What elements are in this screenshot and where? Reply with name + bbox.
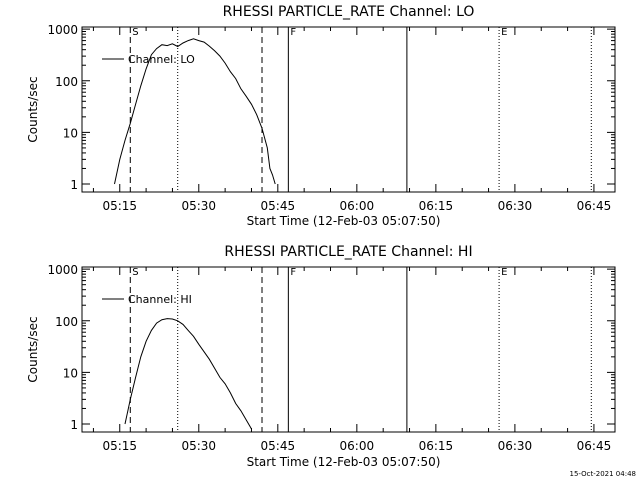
x-axis-label: Start Time (12-Feb-03 05:07:50) bbox=[247, 214, 441, 228]
x-tick-label: 06:00 bbox=[340, 439, 375, 453]
y-tick-label: 1 bbox=[70, 178, 78, 192]
x-tick-label: 06:00 bbox=[340, 199, 375, 213]
series-line bbox=[124, 318, 252, 430]
legend-label: Channel: HI bbox=[128, 293, 192, 306]
x-axis-label: Start Time (12-Feb-03 05:07:50) bbox=[247, 455, 441, 469]
chart-title: RHESSI PARTICLE_RATE Channel: HI bbox=[224, 244, 472, 260]
time-marker-label: E bbox=[501, 27, 507, 38]
panel-hi: S F E 05:15 05:30 05:45 06:00 06:15 06:30 06:45 1… bbox=[26, 244, 616, 469]
x-tick-label: 05:30 bbox=[181, 199, 216, 213]
print-timestamp: 15-Oct-2021 04:48 bbox=[570, 470, 636, 478]
plot-frame bbox=[81, 266, 616, 433]
x-tick-label: 05:30 bbox=[181, 439, 216, 453]
time-marker-label: E bbox=[501, 267, 507, 278]
y-tick-label: 100 bbox=[55, 315, 78, 329]
y-axis-label: Counts/sec bbox=[26, 316, 40, 382]
time-marker-label: S bbox=[132, 27, 138, 38]
y-tick-label: 10 bbox=[63, 126, 78, 140]
y-tick-label: 1000 bbox=[47, 23, 78, 37]
y-tick-label: 1000 bbox=[47, 263, 78, 277]
x-tick-label: 05:45 bbox=[261, 439, 296, 453]
x-tick-label: 06:30 bbox=[498, 199, 533, 213]
x-tick-label: 06:15 bbox=[419, 439, 454, 453]
y-tick-label: 10 bbox=[63, 366, 78, 380]
time-marker-label: F bbox=[290, 27, 296, 38]
chart-title: RHESSI PARTICLE_RATE Channel: LO bbox=[223, 4, 475, 20]
x-tick-label: 05:15 bbox=[102, 439, 137, 453]
series-line bbox=[114, 38, 276, 185]
y-tick-label: 1 bbox=[70, 418, 78, 432]
x-tick-label: 06:30 bbox=[498, 439, 533, 453]
x-tick-label: 06:15 bbox=[419, 199, 454, 213]
x-tick-label: 06:45 bbox=[577, 439, 612, 453]
x-tick-label: 05:45 bbox=[261, 199, 296, 213]
panel-lo: S F E 05:15 05:30 05:45 06:00 06:15 06:30 06:45 1… bbox=[26, 4, 616, 228]
x-tick-label: 06:45 bbox=[577, 199, 612, 213]
time-marker-label: S bbox=[132, 267, 138, 278]
time-marker-label: F bbox=[290, 267, 296, 278]
legend-label: Channel: LO bbox=[128, 53, 195, 66]
y-axis-label: Counts/sec bbox=[26, 76, 40, 142]
plot-frame bbox=[81, 26, 616, 193]
x-tick-label: 05:15 bbox=[102, 199, 137, 213]
y-tick-label: 100 bbox=[55, 75, 78, 89]
